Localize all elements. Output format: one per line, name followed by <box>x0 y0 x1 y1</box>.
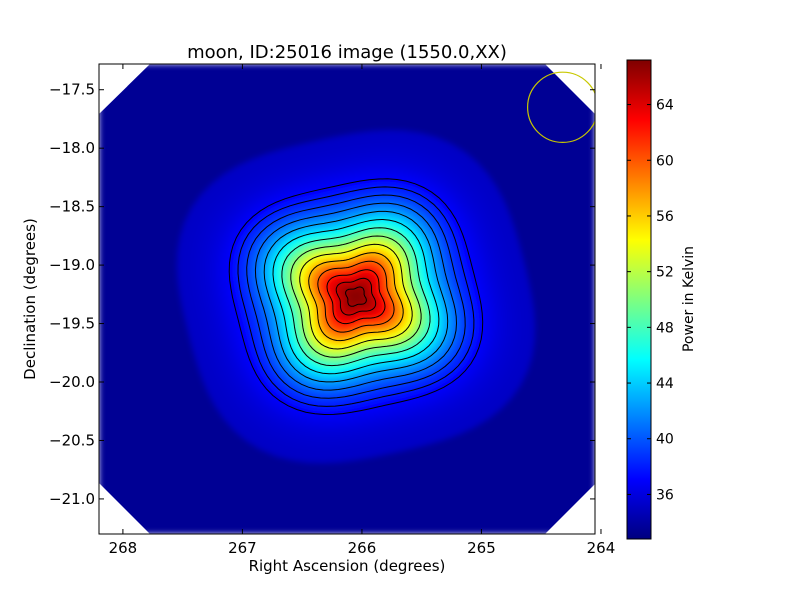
contour-line <box>345 286 367 307</box>
x-tick-label: 266 <box>348 539 377 557</box>
colorbar-tick-label: 64 <box>656 98 674 114</box>
y-tick-label: −19.0 <box>49 256 95 274</box>
contour-lines <box>228 178 484 416</box>
contour-line <box>263 210 449 383</box>
colorbar-ticks: 36 40 44 48 52 56 60 64 <box>627 98 674 503</box>
contour-line <box>272 218 440 375</box>
chart-title: moon, ID:25016 image (1550.0,XX) <box>187 42 507 63</box>
y-tick-label: −18.5 <box>49 198 95 216</box>
y-tick-label: −21.0 <box>49 490 95 508</box>
x-tick-label: 264 <box>587 539 616 557</box>
y-tick-label: −20.5 <box>49 431 95 449</box>
colorbar-tick-label: 48 <box>656 320 674 336</box>
y-tick-label: −17.5 <box>49 81 95 99</box>
contour-line <box>299 243 413 350</box>
colorbar-gradient <box>626 59 652 540</box>
x-axis-label: Right Ascension (degrees) <box>249 557 446 575</box>
x-axis: 268 267 266 265 264 <box>109 64 616 557</box>
plot-frame <box>98 63 596 535</box>
heatmap-image <box>99 64 595 534</box>
colorbar-tick-label: 36 <box>656 487 674 503</box>
contour-line <box>326 269 386 325</box>
contour-line <box>335 277 377 316</box>
colorbar-tick-label: 60 <box>656 153 674 169</box>
contour-line <box>237 186 475 407</box>
y-axis-label: Declination (degrees) <box>21 218 39 380</box>
contour-line <box>290 235 422 358</box>
heatmap-band <box>349 290 363 303</box>
plot-area <box>99 64 595 534</box>
colorbar-label: Power in Kelvin <box>681 246 697 352</box>
colorbar-tick-label: 44 <box>656 376 674 392</box>
x-tick-label: 265 <box>467 539 496 557</box>
x-tick-label: 267 <box>228 539 257 557</box>
y-tick-label: −20.0 <box>49 373 95 391</box>
y-tick-label: −18.0 <box>49 139 95 157</box>
y-axis: −17.5 −18.0 −18.5 −19.0 −19.5 −20.0 −20.5 −21.0 <box>49 81 595 508</box>
beam-circle <box>527 71 595 143</box>
colorbar-tick-label: 56 <box>656 209 674 225</box>
colorbar: 36 40 44 48 52 56 60 64 Power in Kelvin <box>626 59 697 540</box>
contour-line <box>317 260 395 333</box>
y-tick-label: −19.5 <box>49 315 95 333</box>
x-tick-label: 268 <box>109 539 138 557</box>
contour-line <box>308 252 404 342</box>
contour-line <box>246 194 466 399</box>
contour-line <box>228 178 484 416</box>
contour-line <box>281 227 431 367</box>
colorbar-tick-label: 52 <box>656 265 674 281</box>
colorbar-tick-label: 40 <box>656 432 674 448</box>
contour-line <box>254 202 458 391</box>
